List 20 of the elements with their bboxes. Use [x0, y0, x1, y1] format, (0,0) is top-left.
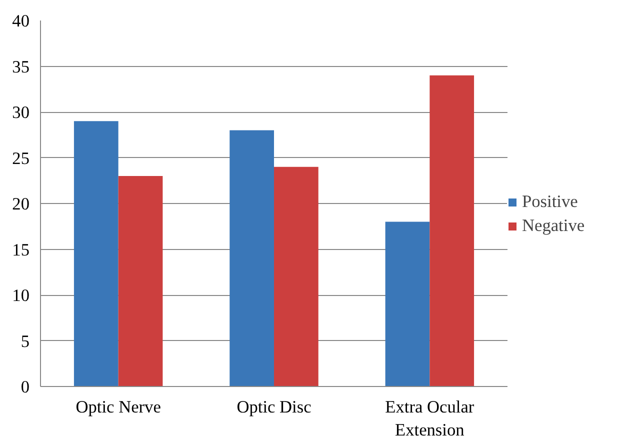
legend-label: Positive [522, 192, 578, 212]
y-tick-label: 25 [12, 148, 30, 168]
bar [74, 121, 118, 386]
y-tick-label: 15 [12, 240, 30, 260]
x-tick-label: Optic Disc [236, 398, 312, 416]
x-tick-label: Optic Nerve [76, 398, 162, 416]
y-tick-label: 10 [12, 286, 30, 305]
y-tick-label: 0 [20, 378, 30, 396]
x-tick-label: Extra Ocular Extension [385, 398, 474, 440]
bar [385, 222, 430, 386]
bar [274, 166, 318, 386]
legend-label: Negative [522, 216, 585, 236]
bar [230, 130, 274, 386]
y-tick-label: 5 [20, 332, 30, 351]
y-tick-label: 30 [12, 103, 30, 122]
y-tick-label: 40 [12, 12, 30, 30]
y-tick-label: 20 [12, 194, 30, 214]
y-tick-label: 35 [12, 57, 30, 76]
bar [118, 176, 163, 386]
bar [430, 75, 474, 386]
